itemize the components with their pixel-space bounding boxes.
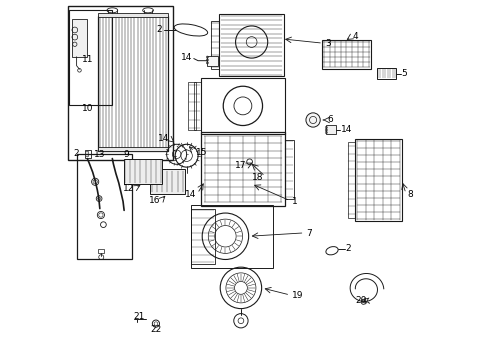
Text: 2: 2 bbox=[156, 26, 162, 35]
Bar bbox=[354, 139, 401, 221]
Text: 22: 22 bbox=[150, 325, 161, 334]
Bar bbox=[67, 6, 173, 160]
Bar bbox=[210, 21, 219, 69]
Text: 17: 17 bbox=[235, 161, 246, 170]
Bar bbox=[188, 82, 195, 130]
Bar bbox=[123, 159, 162, 184]
Bar bbox=[71, 19, 86, 57]
Text: 12: 12 bbox=[122, 184, 134, 193]
Bar bbox=[98, 147, 167, 152]
Text: 3: 3 bbox=[324, 39, 330, 48]
Bar bbox=[77, 154, 131, 258]
Bar bbox=[219, 14, 283, 76]
Text: 14: 14 bbox=[180, 53, 192, 62]
Text: 14: 14 bbox=[158, 134, 169, 143]
Bar bbox=[376, 68, 395, 79]
Bar bbox=[206, 56, 217, 66]
Text: 16: 16 bbox=[148, 196, 160, 205]
Text: 1: 1 bbox=[291, 197, 297, 206]
Text: 10: 10 bbox=[81, 104, 93, 113]
Text: 6: 6 bbox=[326, 116, 332, 125]
Text: 2: 2 bbox=[74, 149, 80, 158]
Text: 19: 19 bbox=[291, 291, 303, 300]
Text: 2: 2 bbox=[345, 244, 350, 253]
Text: 15: 15 bbox=[196, 148, 207, 157]
Bar bbox=[285, 140, 293, 199]
Ellipse shape bbox=[174, 24, 207, 36]
Bar bbox=[201, 132, 285, 206]
Ellipse shape bbox=[325, 247, 337, 255]
Text: 8: 8 bbox=[407, 190, 412, 199]
Text: 18: 18 bbox=[252, 173, 263, 182]
Bar bbox=[201, 78, 285, 134]
Bar bbox=[85, 150, 90, 158]
Bar bbox=[85, 152, 88, 157]
Bar bbox=[322, 40, 370, 68]
Text: 20: 20 bbox=[355, 296, 366, 305]
Bar bbox=[347, 143, 354, 217]
Bar bbox=[325, 125, 335, 134]
Text: 14: 14 bbox=[184, 190, 196, 199]
Bar bbox=[98, 16, 167, 152]
Circle shape bbox=[305, 113, 320, 127]
Bar bbox=[193, 82, 201, 130]
Bar bbox=[149, 169, 184, 194]
Text: 9: 9 bbox=[123, 150, 129, 159]
Bar bbox=[69, 10, 111, 105]
Text: 7: 7 bbox=[305, 229, 311, 238]
Text: 4: 4 bbox=[352, 32, 357, 41]
Text: 11: 11 bbox=[81, 55, 93, 64]
Bar bbox=[98, 13, 167, 18]
Bar bbox=[190, 205, 272, 267]
Text: 21: 21 bbox=[133, 312, 144, 321]
Text: 5: 5 bbox=[401, 69, 407, 78]
Text: 13: 13 bbox=[94, 150, 105, 159]
Text: 14: 14 bbox=[340, 126, 352, 135]
Bar bbox=[190, 208, 215, 264]
Bar bbox=[98, 249, 104, 253]
